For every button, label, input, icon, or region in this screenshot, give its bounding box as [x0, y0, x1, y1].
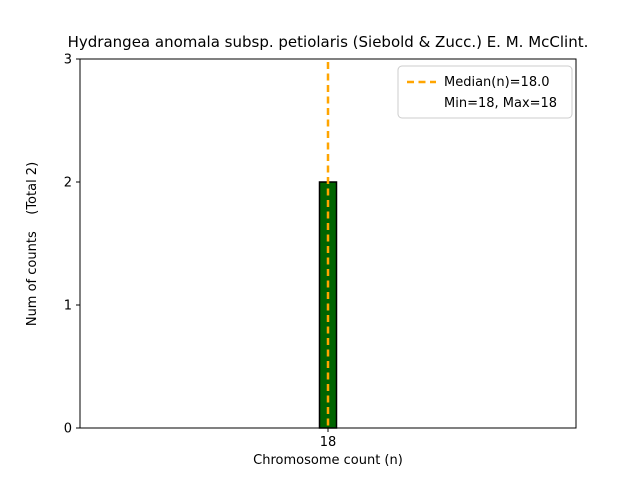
y-axis-label: Num of counts (Total 2): [25, 162, 40, 326]
legend-entry-minmax: Min=18, Max=18: [444, 96, 557, 111]
y-tick-label: 2: [64, 176, 72, 191]
legend-entry-median: Median(n)=18.0: [444, 75, 550, 90]
legend: Median(n)=18.0 Min=18, Max=18: [397, 65, 573, 119]
axis-ticks: 0 1 2 3 18: [64, 53, 337, 451]
y-tick-label: 0: [64, 422, 72, 437]
y-tick-label: 1: [64, 299, 72, 314]
x-axis-label: Chromosome count (n): [253, 453, 403, 468]
x-tick-label: 18: [320, 435, 337, 450]
y-tick-label: 3: [64, 53, 72, 68]
legend-frame: [397, 65, 573, 119]
chart-title: Hydrangea anomala subsp. petiolaris (Sie…: [68, 33, 589, 51]
